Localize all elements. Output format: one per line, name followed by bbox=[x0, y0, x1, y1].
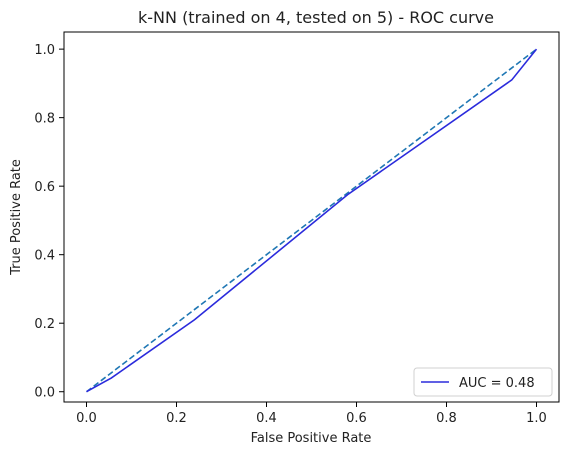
y-axis: 0.0 0.2 0.4 0.6 0.8 1.0 bbox=[34, 43, 64, 401]
y-tick-label: 0.0 bbox=[34, 386, 55, 401]
y-tick-label: 0.6 bbox=[34, 180, 55, 195]
x-axis-label: False Positive Rate bbox=[251, 431, 372, 446]
legend-label-auc: AUC = 0.48 bbox=[459, 376, 535, 391]
legend-box bbox=[413, 367, 553, 397]
x-tick-label: 0.2 bbox=[166, 411, 187, 426]
x-tick-label: 0.8 bbox=[436, 411, 457, 426]
series-layer bbox=[86, 48, 538, 393]
plot-frame bbox=[63, 31, 560, 403]
x-axis: 0.0 0.2 0.4 0.6 0.8 1.0 bbox=[76, 402, 547, 426]
y-tick-label: 1.0 bbox=[34, 43, 55, 58]
x-tick-label: 0.6 bbox=[346, 411, 367, 426]
chance-diagonal-line bbox=[86, 48, 537, 393]
y-tick-label: 0.8 bbox=[34, 112, 55, 127]
chart-title: k-NN (trained on 4, tested on 5) - ROC c… bbox=[138, 8, 494, 27]
y-tick-label: 0.4 bbox=[34, 249, 55, 264]
x-tick-label: 1.0 bbox=[526, 411, 547, 426]
x-tick-label: 0.4 bbox=[256, 411, 277, 426]
roc-curve-line bbox=[86, 48, 538, 393]
x-tick-label: 0.0 bbox=[76, 411, 97, 426]
y-tick-label: 0.2 bbox=[34, 317, 55, 332]
legend: AUC = 0.48 bbox=[413, 367, 553, 397]
y-axis-label: True Positive Rate bbox=[9, 159, 24, 276]
